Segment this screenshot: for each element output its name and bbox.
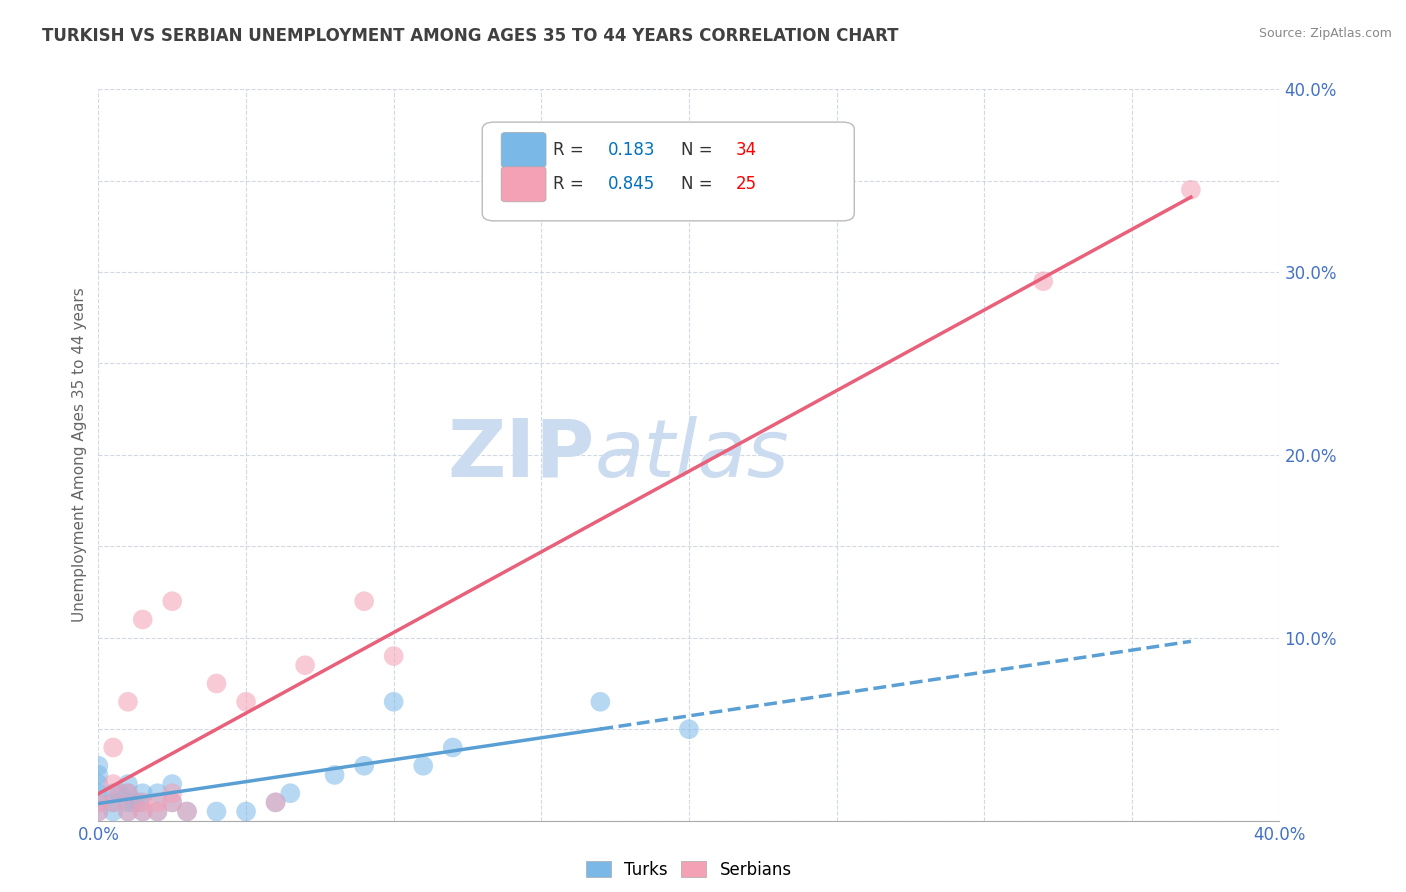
Text: 25: 25 [737, 176, 758, 194]
Point [128, 796, 150, 810]
Point [1032, 274, 1054, 288]
Point [678, 723, 700, 737]
Point [205, 676, 228, 690]
Text: 0.845: 0.845 [607, 176, 655, 194]
Point [87, 758, 110, 772]
Point [117, 786, 139, 800]
Point [353, 758, 375, 772]
Point [382, 695, 405, 709]
Point [146, 786, 169, 800]
Text: TURKISH VS SERBIAN UNEMPLOYMENT AMONG AGES 35 TO 44 YEARS CORRELATION CHART: TURKISH VS SERBIAN UNEMPLOYMENT AMONG AG… [42, 27, 898, 45]
Point [146, 796, 169, 810]
Point [103, 777, 125, 791]
Point [294, 658, 316, 673]
Point [87, 796, 110, 810]
FancyBboxPatch shape [501, 167, 546, 202]
Point [162, 777, 183, 791]
Point [132, 805, 155, 819]
Point [278, 786, 302, 800]
Point [132, 786, 155, 800]
Point [176, 805, 198, 819]
Point [235, 695, 257, 709]
Text: N =: N = [681, 141, 717, 159]
Point [122, 796, 145, 810]
Point [132, 613, 155, 627]
Point [87, 786, 110, 800]
FancyBboxPatch shape [501, 132, 546, 168]
Text: Source: ZipAtlas.com: Source: ZipAtlas.com [1258, 27, 1392, 40]
Text: R =: R = [553, 176, 589, 194]
Point [117, 796, 139, 810]
Point [117, 805, 139, 819]
Point [132, 796, 155, 810]
Point [162, 594, 183, 608]
Point [353, 594, 375, 608]
Point [117, 786, 139, 800]
Text: atlas: atlas [595, 416, 789, 494]
Point [1180, 183, 1202, 197]
Legend: Turks, Serbians: Turks, Serbians [579, 855, 799, 886]
Text: N =: N = [681, 176, 717, 194]
Point [412, 758, 434, 772]
Text: 0.183: 0.183 [607, 141, 655, 159]
Point [87, 805, 110, 819]
Point [146, 805, 169, 819]
Point [103, 796, 125, 810]
Point [87, 796, 110, 810]
Point [103, 740, 125, 755]
Point [162, 796, 183, 810]
Point [162, 796, 183, 810]
Point [117, 695, 139, 709]
Point [589, 695, 612, 709]
FancyBboxPatch shape [482, 122, 855, 221]
Y-axis label: Unemployment Among Ages 35 to 44 years: Unemployment Among Ages 35 to 44 years [72, 287, 87, 623]
Point [87, 805, 110, 819]
Text: ZIP: ZIP [447, 416, 595, 494]
Point [132, 805, 155, 819]
Point [108, 786, 131, 800]
Point [382, 649, 405, 664]
Point [117, 777, 139, 791]
Point [235, 805, 257, 819]
Point [117, 805, 139, 819]
Text: R =: R = [553, 141, 589, 159]
Point [323, 768, 346, 782]
Point [162, 786, 183, 800]
Point [176, 805, 198, 819]
Point [264, 796, 287, 810]
Point [103, 805, 125, 819]
Point [264, 796, 287, 810]
Point [103, 786, 125, 800]
Point [441, 740, 464, 755]
Point [87, 768, 110, 782]
Point [87, 777, 110, 791]
Point [205, 805, 228, 819]
Point [103, 796, 125, 810]
Point [146, 805, 169, 819]
Text: 34: 34 [737, 141, 758, 159]
